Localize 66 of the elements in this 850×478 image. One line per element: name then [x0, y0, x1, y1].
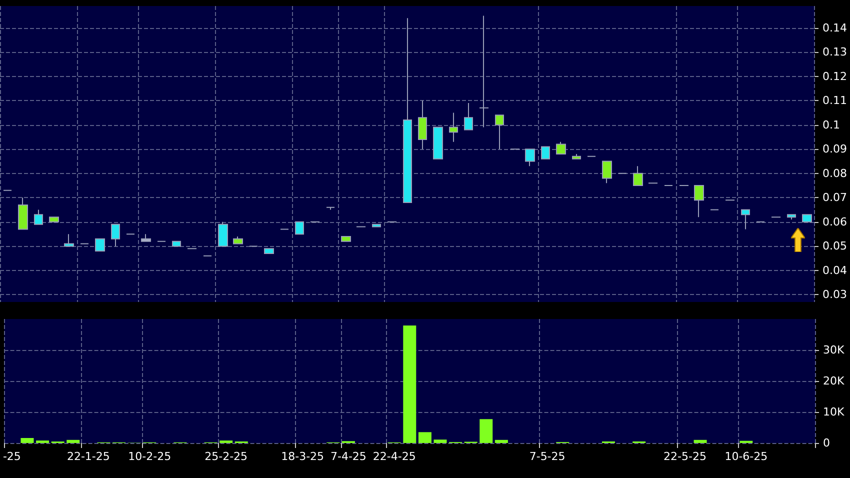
candlestick	[464, 102, 473, 130]
candlestick	[602, 160, 612, 184]
x-tick-label: 22-5-25	[664, 450, 706, 463]
x-tick-label: 7-5-25	[529, 450, 566, 463]
candlestick	[341, 236, 351, 242]
x-tick-label: 7-4-25	[330, 450, 366, 463]
candlestick	[495, 114, 504, 150]
x-tick-label: 25-2-25	[204, 450, 248, 463]
y-tick-label: 0.05	[822, 240, 848, 253]
candlestick	[295, 221, 304, 235]
candlestick	[34, 209, 43, 225]
y-tick-label: 0.14	[822, 21, 848, 34]
candlestick	[49, 216, 59, 222]
y-tick-label: 0.04	[822, 264, 848, 277]
candlestick	[326, 206, 335, 210]
candlestick	[372, 224, 381, 228]
y-tick-label: 20K	[823, 374, 845, 388]
candlestick	[64, 234, 74, 247]
candlestick	[479, 15, 489, 128]
y-tick-label: 0.09	[822, 142, 848, 156]
candlestick	[172, 240, 181, 247]
candlestick	[418, 100, 427, 150]
x-tick-label: 22-1-25	[66, 450, 110, 463]
y-tick-label: 0.1	[822, 118, 840, 132]
candlestick	[449, 112, 458, 142]
bar	[434, 440, 447, 443]
candlestick	[18, 197, 28, 230]
y-tick-label: 0.08	[822, 166, 848, 180]
bar	[66, 440, 80, 443]
y-tick-label: 0.07	[822, 191, 848, 204]
x-tick-label: 10-6-25	[724, 450, 768, 463]
candlestick	[233, 236, 243, 244]
bar	[418, 432, 432, 443]
y-tick-label: 0.13	[822, 46, 848, 59]
candlestick	[433, 126, 443, 160]
candlestick	[802, 214, 812, 222]
bar	[403, 326, 416, 443]
x-tick-label: -25	[2, 450, 21, 463]
candlestick	[556, 141, 566, 154]
bar	[694, 440, 707, 443]
y-tick-label: 0.11	[822, 94, 848, 108]
candlestick	[741, 209, 750, 230]
y-tick-label: 0.12	[822, 70, 848, 83]
candlestick	[95, 238, 105, 252]
candlestick	[111, 224, 120, 247]
bar	[480, 419, 493, 443]
x-tick-label: 10-2-25	[128, 450, 172, 463]
y-tick-label: 0	[823, 436, 830, 450]
x-tick-label: 18-3-25	[281, 450, 324, 463]
y-tick-label: 0.06	[822, 215, 848, 228]
candlestick	[694, 185, 704, 218]
candlestick	[633, 166, 643, 186]
y-tick-label: 10K	[823, 406, 845, 418]
candlestick	[541, 146, 550, 160]
candlestick	[264, 248, 274, 254]
candlestick	[787, 214, 796, 220]
y-tick-label: 0.03	[822, 288, 848, 302]
x-tick-label: 22-4-25	[372, 450, 416, 463]
candlestick	[572, 154, 581, 160]
candlestick	[141, 234, 151, 242]
candlestick	[403, 18, 412, 204]
bar	[494, 440, 508, 443]
y-tick-label: 30K	[823, 344, 845, 356]
candlestick	[525, 148, 535, 167]
bar	[20, 438, 34, 443]
candlestick	[218, 221, 228, 247]
